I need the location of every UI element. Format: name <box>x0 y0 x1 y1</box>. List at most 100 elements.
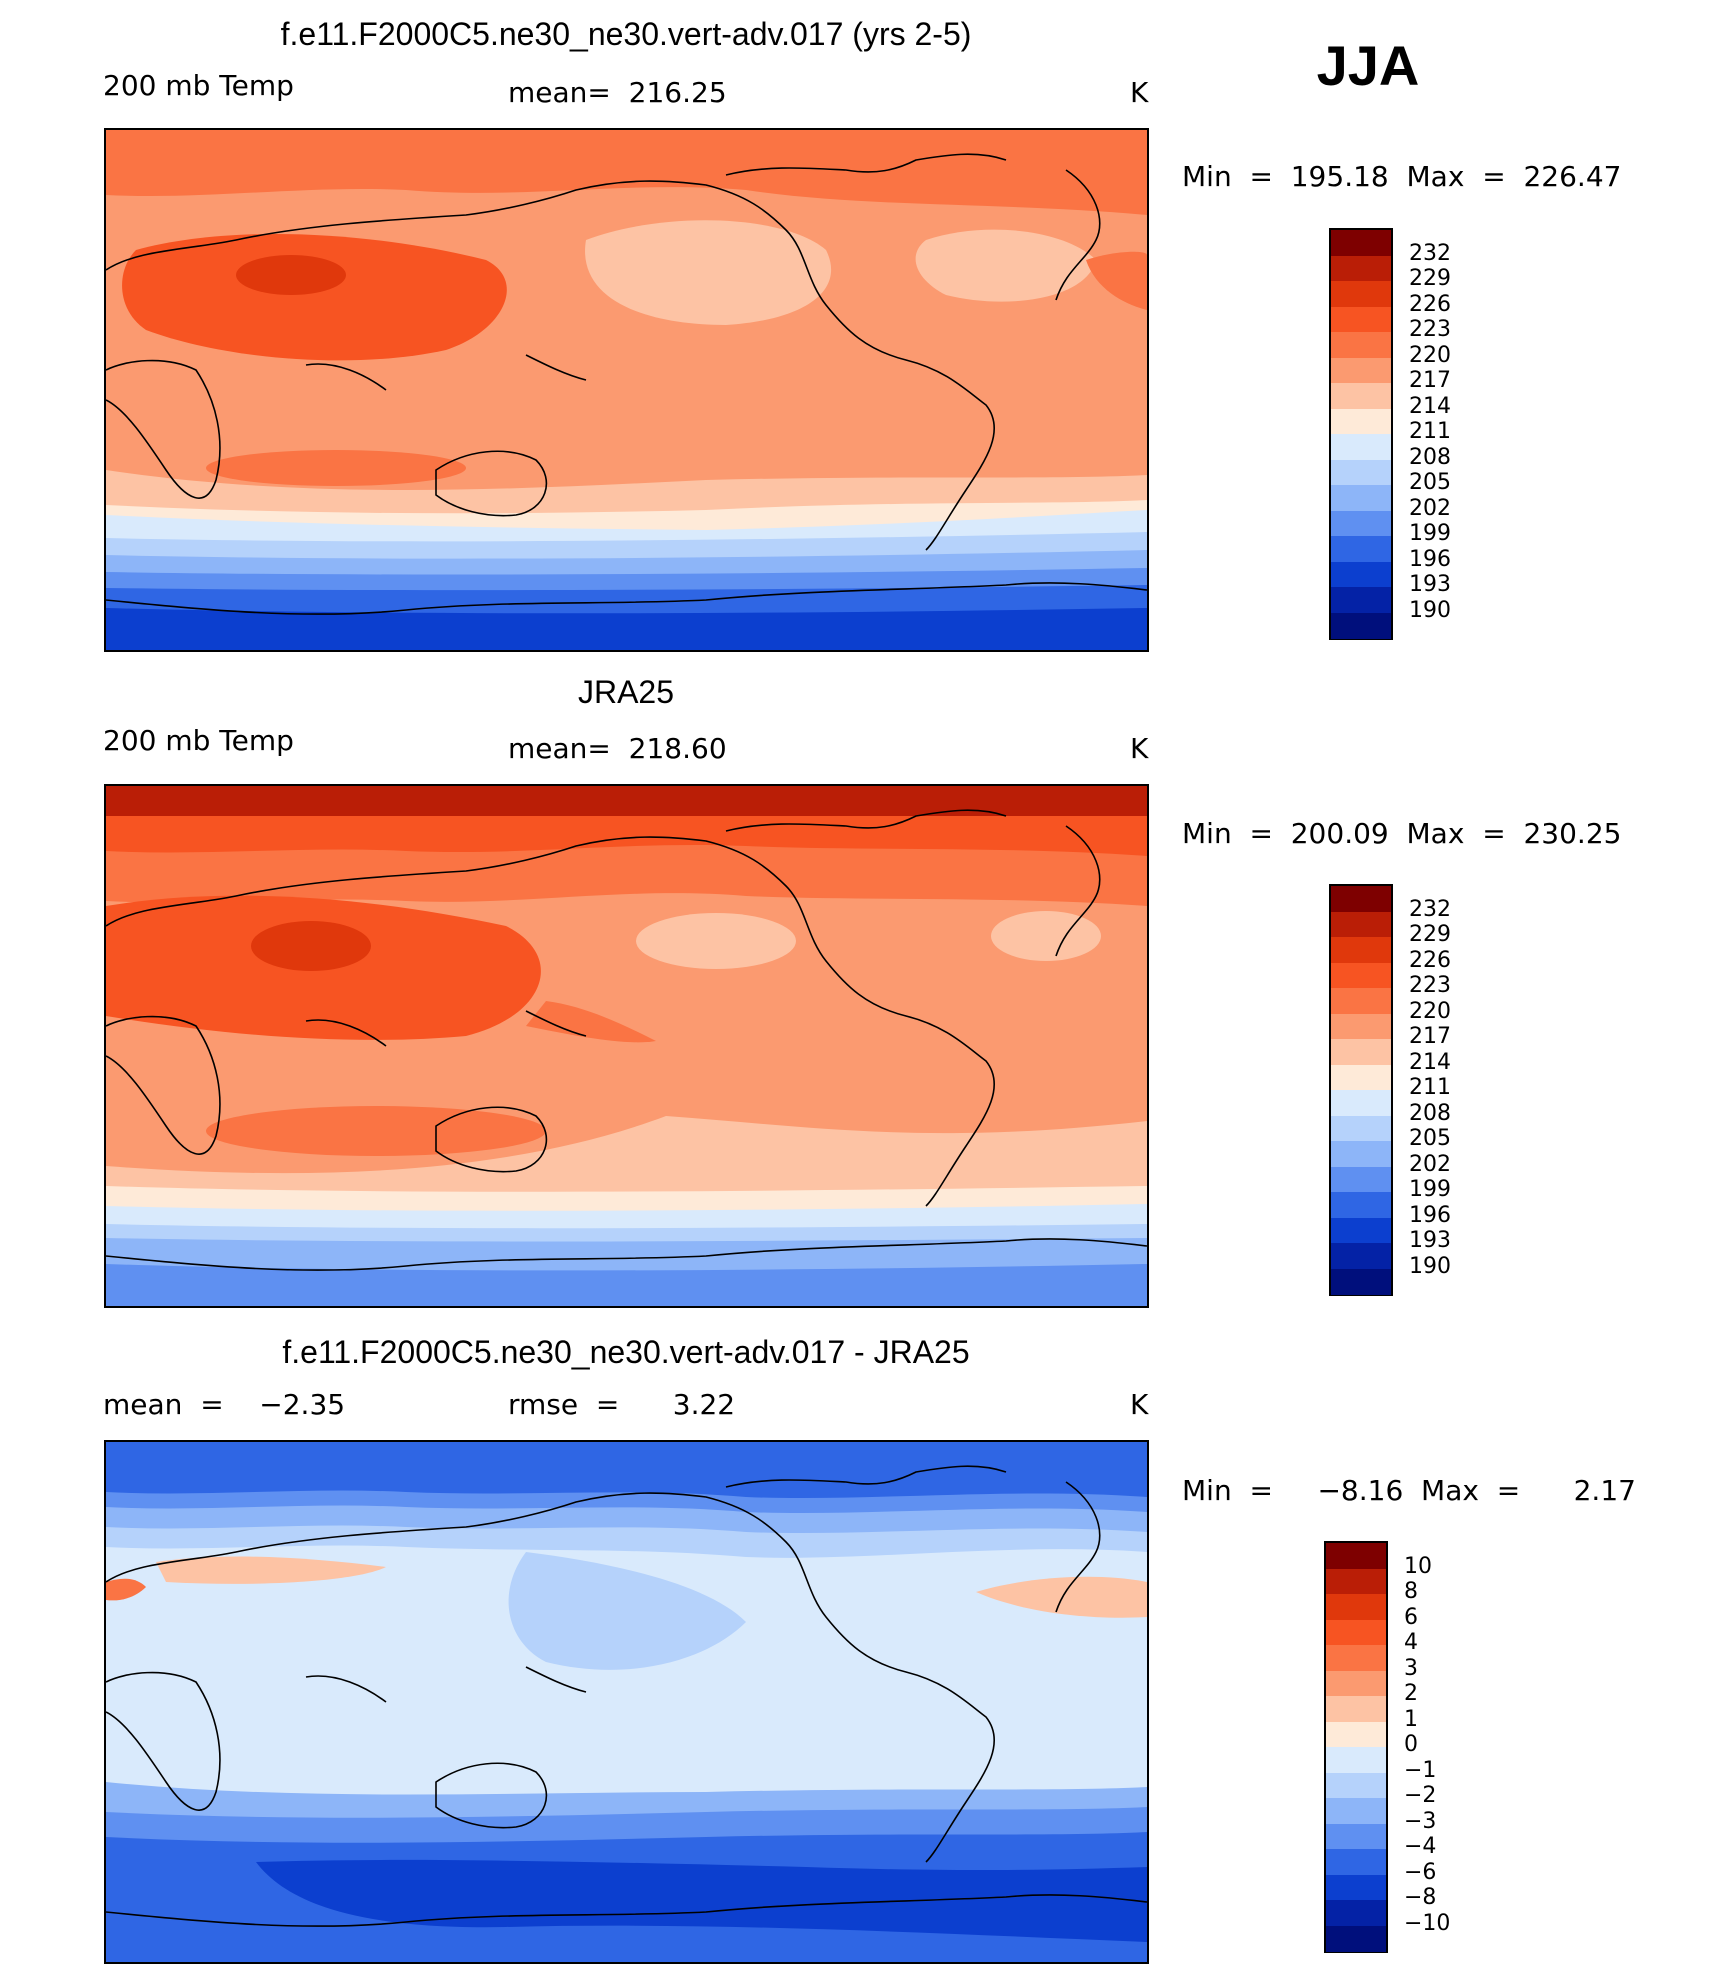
colorbar-swatch <box>1331 255 1391 282</box>
colorbar-swatch <box>1326 1823 1386 1850</box>
colorbar-swatch <box>1331 230 1391 256</box>
colorbar-swatch <box>1326 1594 1386 1620</box>
panel1-map <box>104 128 1149 652</box>
colorbar-swatch <box>1331 988 1391 1014</box>
panel2-title: JRA25 <box>577 674 675 710</box>
panel3-title: f.e11.F2000C5.ne30_ne30.vert-adv.017 - J… <box>282 1334 970 1370</box>
colorbar-swatch <box>1326 1696 1386 1722</box>
colorbar-swatch <box>1331 1090 1391 1116</box>
colorbar-swatch <box>1326 1619 1386 1646</box>
colorbar-tick-label: 214 <box>1409 1049 1451 1075</box>
colorbar-swatch <box>1331 1268 1391 1295</box>
colorbar-tick-label: 211 <box>1409 1075 1451 1100</box>
panel1-units-label: K <box>1130 76 1149 109</box>
colorbar-swatch <box>1331 1115 1391 1142</box>
panel2-variable-label: 200 mb Temp <box>103 724 294 757</box>
colorbar-swatch <box>1326 1900 1386 1926</box>
colorbar-tick-label: 193 <box>1409 1228 1451 1253</box>
colorbar-swatch <box>1326 1568 1386 1595</box>
panel2-minmax-label: Min = 200.09 Max = 230.25 <box>1182 817 1622 850</box>
panel3-units-label: K <box>1130 1388 1149 1421</box>
colorbar-swatch <box>1331 937 1391 963</box>
colorbar-tick-label: 1 <box>1404 1706 1418 1732</box>
colorbar-tick-label: 190 <box>1409 597 1451 623</box>
colorbar-swatch <box>1331 1217 1391 1244</box>
colorbar-tick-label: 8 <box>1404 1579 1418 1604</box>
colorbar-tick-label: 226 <box>1409 947 1451 973</box>
colorbar-tick-label: 196 <box>1409 1202 1451 1228</box>
colorbar-swatch <box>1331 1243 1391 1269</box>
colorbar-tick-label: 196 <box>1409 546 1451 572</box>
panel2-map <box>104 784 1149 1308</box>
colorbar-swatch <box>1326 1721 1386 1748</box>
colorbar-swatch <box>1331 1141 1391 1167</box>
colorbar-swatch <box>1331 485 1391 511</box>
colorbar-swatch <box>1326 1925 1386 1952</box>
colorbar-tick-label: 199 <box>1409 521 1451 546</box>
panel1-contour-plot <box>106 130 1147 650</box>
colorbar-tick-label: 229 <box>1409 922 1451 947</box>
panel3-mean-label: mean = −2.35 <box>103 1388 346 1421</box>
colorbar-swatch <box>1331 587 1391 613</box>
colorbar-tick-label: 202 <box>1409 495 1451 521</box>
colorbar-tick-label: 208 <box>1409 1100 1451 1126</box>
colorbar-swatch <box>1331 510 1391 537</box>
colorbar-swatch <box>1331 434 1391 460</box>
colorbar-swatch <box>1331 911 1391 938</box>
colorbar-tick-label: 220 <box>1409 342 1451 368</box>
panel2-mean-label: mean= 218.60 <box>508 732 727 765</box>
panel1-title: f.e11.F2000C5.ne30_ne30.vert-adv.017 (yr… <box>280 16 972 52</box>
colorbar-tick-label: 3 <box>1404 1655 1418 1681</box>
colorbar-swatch <box>1331 332 1391 358</box>
colorbar-swatch <box>1326 1747 1386 1773</box>
panel2-contour-plot <box>106 786 1147 1306</box>
panel1-minmax-label: Min = 195.18 Max = 226.47 <box>1182 160 1622 193</box>
colorbar-swatch <box>1326 1874 1386 1901</box>
colorbar-swatch <box>1326 1670 1386 1697</box>
colorbar-tick-label: −3 <box>1404 1808 1437 1834</box>
colorbar-swatch <box>1331 383 1391 409</box>
panel3-colorbar <box>1324 1541 1388 1953</box>
colorbar-tick-label: 205 <box>1409 470 1451 495</box>
colorbar-swatch <box>1331 459 1391 486</box>
colorbar-swatch <box>1326 1798 1386 1824</box>
colorbar-tick-label: 205 <box>1409 1126 1451 1151</box>
colorbar-tick-label: 199 <box>1409 1177 1451 1202</box>
colorbar-tick-label: −1 <box>1404 1757 1437 1783</box>
colorbar-tick-label: 211 <box>1409 419 1451 444</box>
colorbar-tick-label: 214 <box>1409 393 1451 419</box>
colorbar-swatch <box>1331 1039 1391 1065</box>
colorbar-tick-label: 6 <box>1404 1604 1418 1630</box>
colorbar-swatch <box>1326 1849 1386 1875</box>
colorbar-swatch <box>1331 357 1391 384</box>
colorbar-tick-label: 2 <box>1404 1681 1418 1706</box>
panel3-rmse-label: rmse = 3.22 <box>508 1388 736 1421</box>
colorbar-tick-label: −8 <box>1404 1885 1437 1910</box>
colorbar-tick-label: −2 <box>1404 1783 1437 1808</box>
colorbar-tick-label: 232 <box>1409 240 1451 266</box>
colorbar-tick-label: 223 <box>1409 317 1451 342</box>
colorbar-tick-label: 193 <box>1409 572 1451 597</box>
colorbar-swatch <box>1331 1064 1391 1091</box>
colorbar-tick-label: 202 <box>1409 1151 1451 1177</box>
colorbar-tick-label: −6 <box>1404 1859 1437 1885</box>
colorbar-tick-label: 232 <box>1409 896 1451 922</box>
panel1-mean-label: mean= 216.25 <box>508 76 727 109</box>
colorbar-swatch <box>1331 1166 1391 1193</box>
colorbar-tick-label: 0 <box>1404 1732 1418 1757</box>
colorbar-swatch <box>1331 408 1391 435</box>
colorbar-tick-label: 4 <box>1404 1630 1418 1655</box>
colorbar-tick-label: 217 <box>1409 1024 1451 1049</box>
colorbar-tick-label: 220 <box>1409 998 1451 1024</box>
panel2-units-label: K <box>1130 732 1149 765</box>
panel3-minmax-label: Min = −8.16 Max = 2.17 <box>1182 1474 1636 1507</box>
panel1-variable-label: 200 mb Temp <box>103 69 294 102</box>
colorbar-swatch <box>1331 1013 1391 1040</box>
colorbar-tick-label: 10 <box>1404 1553 1432 1579</box>
colorbar-swatch <box>1331 612 1391 639</box>
panel2-colorbar <box>1329 884 1393 1296</box>
colorbar-swatch <box>1331 886 1391 912</box>
colorbar-tick-label: 190 <box>1409 1253 1451 1279</box>
colorbar-tick-label: 217 <box>1409 368 1451 393</box>
